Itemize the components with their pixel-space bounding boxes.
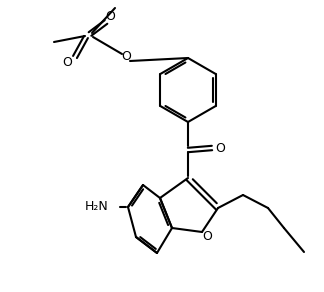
- Text: O: O: [202, 230, 212, 244]
- Text: O: O: [62, 55, 72, 69]
- Text: O: O: [105, 11, 115, 23]
- Text: H₂N: H₂N: [84, 201, 108, 213]
- Text: O: O: [121, 50, 131, 62]
- Text: O: O: [215, 142, 225, 154]
